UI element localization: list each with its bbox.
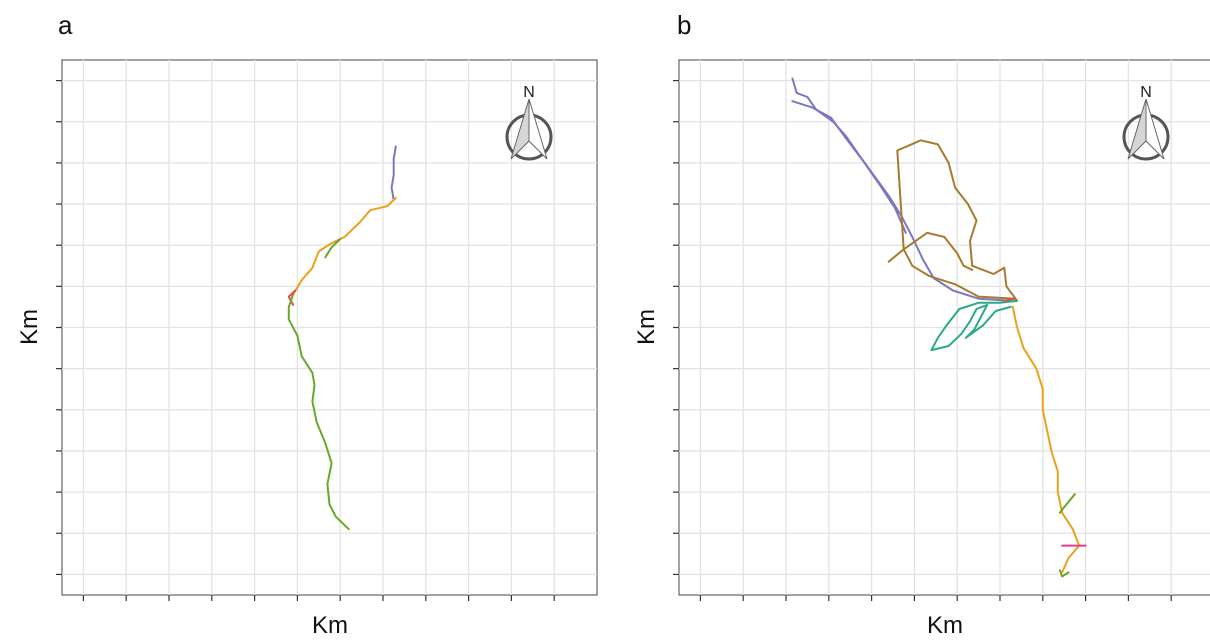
panel-b-label: b bbox=[677, 10, 692, 40]
panel-a-compass: N bbox=[505, 84, 553, 161]
track-line bbox=[287, 293, 350, 531]
panel-b-compass: N bbox=[1122, 84, 1170, 161]
track-line bbox=[902, 231, 974, 271]
panel-a-chart: N Km Km bbox=[16, 59, 598, 639]
panel-b-tracks bbox=[791, 77, 1087, 578]
panel-b-chart: N Km Km bbox=[633, 59, 1210, 639]
track-line bbox=[1058, 569, 1070, 578]
panel-a-y-axis-title: Km bbox=[16, 309, 43, 345]
panel-b-x-axis-title: Km bbox=[927, 612, 963, 639]
north-arrow-right bbox=[1145, 98, 1165, 160]
north-label: N bbox=[523, 84, 535, 101]
panel-a-ticks bbox=[56, 79, 555, 601]
north-label: N bbox=[1140, 84, 1152, 101]
north-arrow-right bbox=[528, 98, 548, 160]
track-line bbox=[887, 248, 1016, 300]
track-line bbox=[390, 145, 397, 201]
track-line bbox=[1003, 297, 1016, 302]
track-line bbox=[791, 100, 907, 234]
panel-a-label: a bbox=[58, 10, 73, 40]
track-line bbox=[896, 139, 1019, 302]
panel-b-ticks bbox=[673, 79, 1172, 601]
track-line bbox=[324, 238, 342, 259]
track-line bbox=[930, 299, 1019, 352]
track-line bbox=[1011, 305, 1081, 574]
panel-a-grid bbox=[62, 60, 597, 595]
panel-b-y-axis-title: Km bbox=[633, 309, 660, 345]
panel-a-x-axis-title: Km bbox=[312, 612, 348, 639]
track-line bbox=[287, 289, 297, 306]
panel-b-grid bbox=[679, 60, 1210, 595]
track-line bbox=[1058, 493, 1076, 514]
panel-a-tracks bbox=[287, 145, 397, 531]
